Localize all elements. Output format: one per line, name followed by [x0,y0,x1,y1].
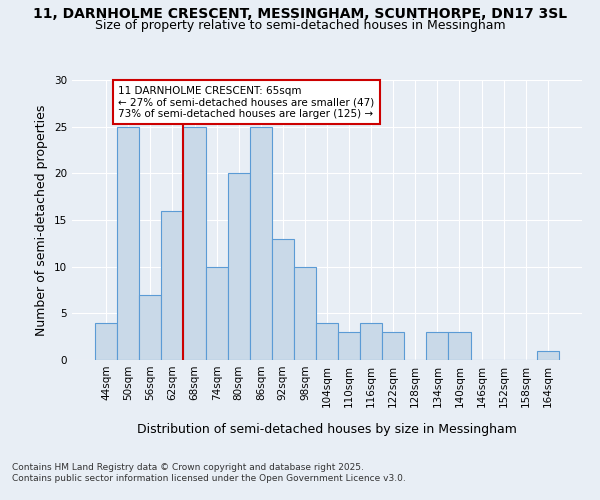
Bar [95,322,117,360]
Text: Size of property relative to semi-detached houses in Messingham: Size of property relative to semi-detach… [95,19,505,32]
Y-axis label: Number of semi-detached properties: Number of semi-detached properties [35,104,49,336]
Bar [272,238,294,360]
Bar [537,350,559,360]
Bar [139,294,161,360]
Bar [161,210,184,360]
Bar [427,332,448,360]
Text: Contains public sector information licensed under the Open Government Licence v3: Contains public sector information licen… [12,474,406,483]
Bar [117,126,139,360]
Bar [294,266,316,360]
Bar [206,266,227,360]
Text: Distribution of semi-detached houses by size in Messingham: Distribution of semi-detached houses by … [137,422,517,436]
Bar [382,332,404,360]
Bar [448,332,470,360]
Bar [360,322,382,360]
Text: Contains HM Land Registry data © Crown copyright and database right 2025.: Contains HM Land Registry data © Crown c… [12,462,364,471]
Bar [316,322,338,360]
Text: 11 DARNHOLME CRESCENT: 65sqm
← 27% of semi-detached houses are smaller (47)
73% : 11 DARNHOLME CRESCENT: 65sqm ← 27% of se… [118,86,374,119]
Bar [184,126,206,360]
Bar [250,126,272,360]
Bar [338,332,360,360]
Bar [227,174,250,360]
Text: 11, DARNHOLME CRESCENT, MESSINGHAM, SCUNTHORPE, DN17 3SL: 11, DARNHOLME CRESCENT, MESSINGHAM, SCUN… [33,8,567,22]
